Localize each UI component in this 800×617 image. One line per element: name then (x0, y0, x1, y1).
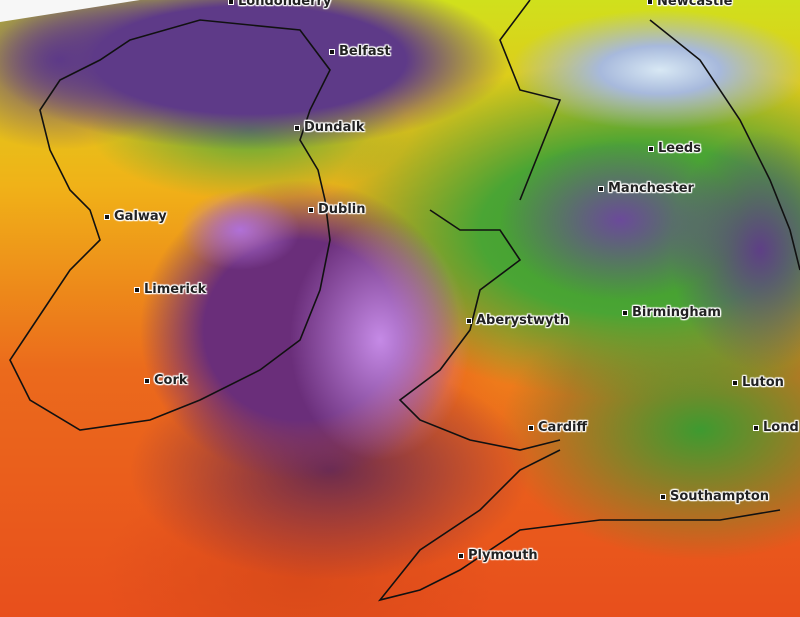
city-londonderry[interactable]: Londonderry (228, 0, 331, 9)
ireland-coast (9, 19, 331, 431)
england-coast (377, 0, 800, 602)
city-marker-icon (144, 377, 150, 384)
city-dublin[interactable]: Dublin (308, 202, 366, 217)
city-belfast[interactable]: Belfast (329, 44, 391, 59)
city-marker-icon (104, 213, 110, 220)
city-marker-icon (134, 286, 140, 293)
city-limerick[interactable]: Limerick (134, 282, 206, 297)
city-marker-icon (660, 493, 666, 500)
city-london[interactable]: Lond (753, 420, 799, 435)
city-galway[interactable]: Galway (104, 209, 167, 224)
city-marker-icon (648, 145, 654, 152)
city-southampton[interactable]: Southampton (660, 489, 769, 504)
city-marker-icon (598, 185, 604, 192)
city-plymouth[interactable]: Plymouth (458, 548, 538, 563)
wales-coast (398, 209, 561, 451)
city-marker-icon (294, 124, 300, 131)
city-birmingham[interactable]: Birmingham (622, 305, 721, 320)
city-marker-icon (732, 379, 738, 386)
city-marker-icon (466, 317, 472, 324)
city-marker-icon (647, 0, 653, 5)
city-cardiff[interactable]: Cardiff (528, 420, 587, 435)
city-newcastle[interactable]: Newcastle (647, 0, 732, 9)
city-marker-icon (308, 206, 314, 213)
city-manchester[interactable]: Manchester (598, 181, 694, 196)
map-corner (0, 0, 140, 22)
city-marker-icon (622, 309, 628, 316)
city-aberystwyth[interactable]: Aberystwyth (466, 313, 569, 328)
city-marker-icon (753, 424, 759, 431)
city-leeds[interactable]: Leeds (648, 141, 701, 156)
city-marker-icon (329, 48, 335, 55)
city-cork[interactable]: Cork (144, 373, 188, 388)
city-marker-icon (528, 424, 534, 431)
city-luton[interactable]: Luton (732, 375, 784, 390)
city-dundalk[interactable]: Dundalk (294, 120, 364, 135)
city-marker-icon (458, 552, 464, 559)
city-marker-icon (228, 0, 234, 5)
